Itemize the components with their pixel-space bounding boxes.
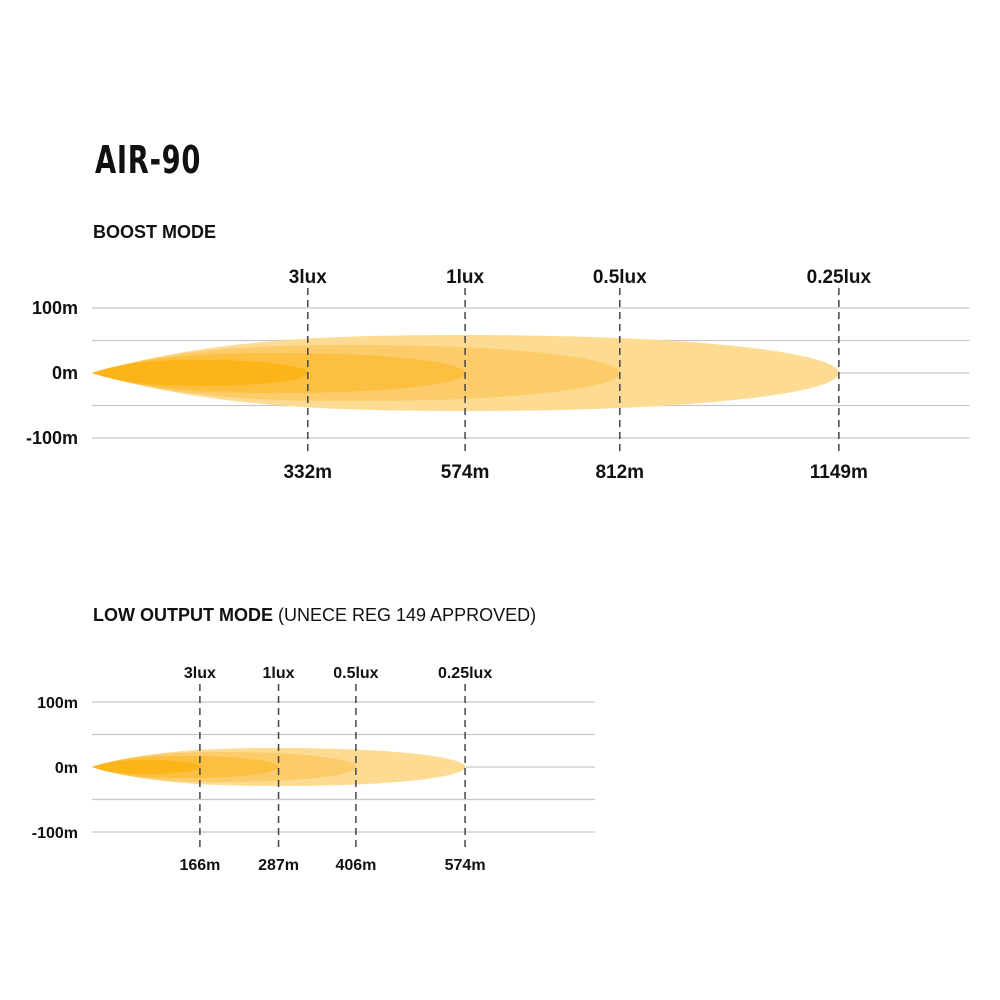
- low-output-title: LOW OUTPUT MODE: [93, 605, 273, 625]
- distance-label: 812m: [595, 462, 644, 483]
- distance-label: 406m: [335, 857, 376, 874]
- distance-label: 574m: [445, 857, 486, 874]
- boost-mode-heading: BOOST MODE: [93, 222, 216, 243]
- lux-label: 0.5lux: [333, 665, 378, 682]
- low-output-mode-heading: LOW OUTPUT MODE (UNECE REG 149 APPROVED): [93, 605, 536, 626]
- y-tick-label: -100m: [32, 825, 78, 842]
- beam-3lux: [92, 360, 308, 386]
- lux-label: 0.25lux: [438, 665, 492, 682]
- distance-label: 166m: [179, 857, 220, 874]
- lux-label: 0.25lux: [807, 267, 872, 288]
- chart-boost: 100m 0m -100m 3lux 332m 1lux 574m 0.5lux 812m 0.2…: [26, 267, 970, 483]
- y-tick-label: 0m: [52, 363, 78, 383]
- lux-label: 1lux: [446, 267, 484, 288]
- distance-label: 332m: [283, 462, 332, 483]
- beam-3lux: [92, 760, 200, 774]
- y-tick-label: 100m: [37, 695, 78, 712]
- chart-low-output: 100m 0m -100m 3lux 166m 1lux 287m 0.5lux 406m 0.2…: [32, 665, 596, 874]
- lux-label: 3lux: [184, 665, 216, 682]
- low-output-note: (UNECE REG 149 APPROVED): [278, 605, 537, 625]
- distance-label: 1149m: [810, 462, 868, 483]
- y-tick-label: 100m: [32, 298, 78, 318]
- y-tick-label: -100m: [26, 428, 78, 448]
- distance-label: 287m: [258, 857, 299, 874]
- lux-label: 1lux: [263, 665, 295, 682]
- distance-label: 574m: [441, 462, 490, 483]
- page-title: AIR-90: [95, 138, 202, 182]
- lux-label: 3lux: [289, 267, 327, 288]
- boost-mode-title: BOOST MODE: [93, 222, 217, 242]
- lux-label: 0.5lux: [593, 267, 647, 288]
- y-tick-label: 0m: [55, 760, 78, 777]
